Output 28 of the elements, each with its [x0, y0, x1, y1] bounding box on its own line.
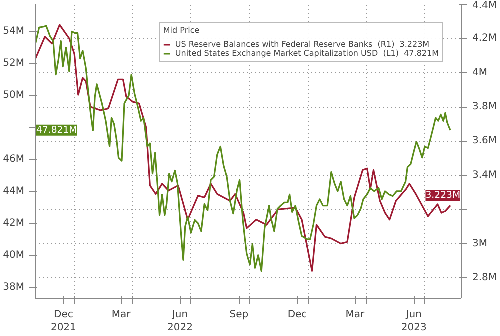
x-tick-label: Jun 2022	[168, 310, 194, 334]
y2-tick-label: 3M	[472, 238, 488, 250]
y-tick-label: 44M	[3, 186, 25, 197]
x-tick-label: Sep	[230, 310, 249, 320]
y-tick-label: 54M	[3, 26, 25, 38]
x-tick-label: Mar	[346, 310, 366, 320]
y2-tick-label: 4M	[472, 67, 488, 78]
legend-title: Mid Price	[163, 26, 201, 35]
y2-tick-label: 2.8M	[472, 272, 498, 284]
x-tick-label: Mar	[112, 310, 132, 320]
y2-tick-label: 4.4M	[472, 0, 498, 12]
y-tick-label: 38M	[3, 282, 25, 293]
y-tick-label: 42M	[3, 218, 25, 229]
annotation: 3.223M	[426, 190, 461, 202]
y-tick-label: 52M	[3, 58, 25, 70]
y2-tick-label: 3.8M	[472, 102, 498, 113]
x-tick-label: Dec 2021	[50, 310, 76, 334]
y2-tick-label: 4.2M	[472, 33, 498, 44]
x-tick-label: Jun 2023	[401, 310, 427, 334]
legend-label: US Reserve Balances with Federal Reserve Banks (R1) 3.223M	[175, 40, 430, 49]
y-tick-label: 40M	[3, 250, 25, 261]
y-tick-label: 50M	[3, 90, 25, 102]
legend-label: United States Exchange Market Capitalization USD (L1) 47.821M	[175, 49, 439, 58]
y-tick-label: 46M	[3, 154, 25, 165]
x-tick-label: Dec	[288, 310, 308, 320]
y2-tick-label: 3.6M	[472, 136, 498, 147]
y2-tick-label: 3.4M	[472, 170, 498, 181]
annotation: 47.821M	[36, 124, 78, 136]
